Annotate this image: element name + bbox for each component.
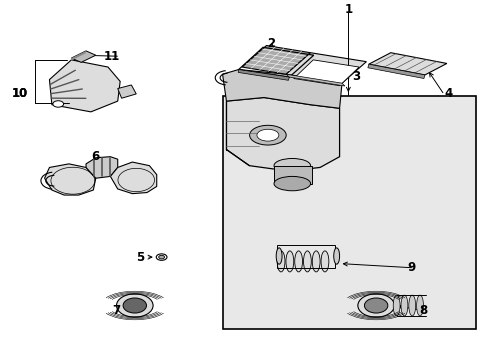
Polygon shape [285, 53, 366, 83]
Ellipse shape [333, 248, 339, 264]
Ellipse shape [156, 254, 166, 260]
Ellipse shape [408, 295, 415, 316]
Ellipse shape [312, 251, 320, 272]
Ellipse shape [256, 129, 278, 141]
Polygon shape [118, 85, 136, 98]
Ellipse shape [277, 251, 285, 272]
Ellipse shape [249, 125, 285, 145]
Ellipse shape [273, 176, 310, 191]
Ellipse shape [158, 255, 164, 259]
Ellipse shape [294, 251, 302, 272]
Ellipse shape [400, 295, 407, 316]
Text: 11: 11 [103, 50, 120, 63]
Polygon shape [242, 45, 310, 74]
Ellipse shape [321, 251, 328, 272]
Text: 2: 2 [267, 37, 275, 50]
Text: 3: 3 [351, 69, 359, 82]
Polygon shape [368, 53, 446, 75]
Text: 6: 6 [91, 150, 100, 163]
Ellipse shape [357, 294, 394, 317]
Polygon shape [71, 51, 96, 62]
Text: 8: 8 [418, 305, 427, 318]
Ellipse shape [276, 248, 282, 264]
Polygon shape [367, 64, 424, 78]
Ellipse shape [416, 295, 423, 316]
Bar [222, 96, 475, 329]
Ellipse shape [364, 298, 387, 313]
Polygon shape [226, 98, 339, 171]
Text: 9: 9 [406, 261, 414, 274]
Ellipse shape [116, 294, 153, 317]
Text: 1: 1 [344, 3, 352, 16]
Polygon shape [285, 74, 344, 86]
Ellipse shape [273, 158, 310, 173]
Polygon shape [222, 69, 341, 108]
Polygon shape [293, 60, 358, 86]
Ellipse shape [392, 295, 399, 316]
Polygon shape [110, 162, 157, 194]
Ellipse shape [303, 251, 311, 272]
Text: 5: 5 [136, 251, 144, 264]
Polygon shape [71, 51, 86, 60]
Text: 10: 10 [11, 87, 27, 100]
Polygon shape [273, 166, 311, 184]
Ellipse shape [123, 298, 146, 313]
Ellipse shape [285, 251, 293, 272]
Polygon shape [238, 69, 289, 80]
Polygon shape [86, 157, 118, 178]
Text: 10: 10 [11, 87, 27, 100]
Ellipse shape [53, 101, 63, 107]
Polygon shape [49, 60, 120, 112]
Text: 4: 4 [444, 87, 452, 100]
Text: 7: 7 [112, 305, 120, 318]
Polygon shape [44, 164, 96, 195]
